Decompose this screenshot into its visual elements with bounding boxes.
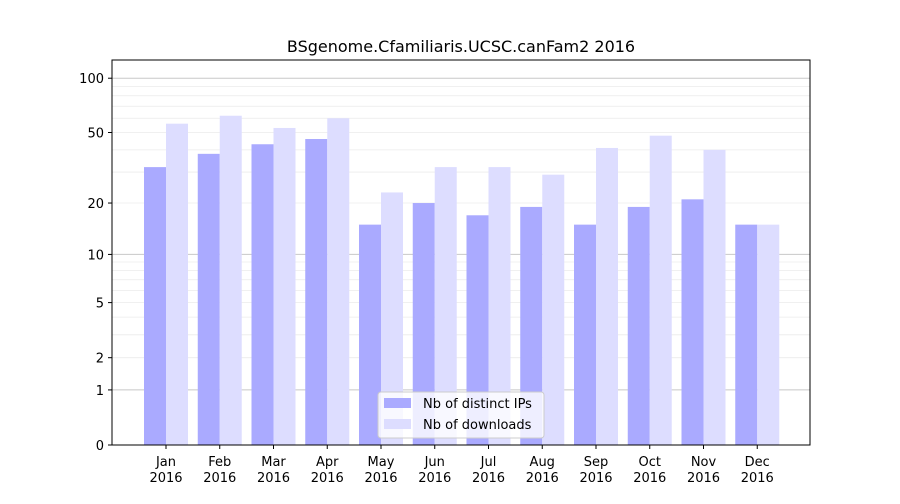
bar-ips bbox=[305, 139, 328, 445]
bar-downloads bbox=[273, 127, 296, 446]
legend-swatch bbox=[384, 419, 411, 429]
bar-downloads bbox=[219, 115, 242, 446]
bar-downloads bbox=[703, 149, 726, 446]
y-tick-label: 100 bbox=[79, 72, 104, 87]
x-tick-label: Jan 2016 bbox=[149, 455, 182, 486]
x-tick-label: Apr 2016 bbox=[311, 455, 344, 486]
bar-ips bbox=[251, 144, 274, 445]
bar-downloads bbox=[488, 167, 511, 446]
legend: Nb of distinct IPs Nb of downloads bbox=[377, 391, 545, 439]
x-tick-label: Nov 2016 bbox=[687, 455, 720, 486]
chart-title: BSgenome.Cfamiliaris.UCSC.canFam2 2016 bbox=[287, 37, 635, 56]
bar-downloads bbox=[434, 167, 457, 446]
x-tick-label: Mar 2016 bbox=[257, 455, 290, 486]
y-tick-label: 1 bbox=[96, 384, 104, 399]
x-tick-label: Sep 2016 bbox=[579, 455, 612, 486]
x-tick-label: Jun 2016 bbox=[418, 455, 451, 486]
bar-ips bbox=[197, 153, 220, 445]
bar-ips bbox=[466, 215, 489, 445]
legend-label: Nb of distinct IPs bbox=[423, 397, 532, 412]
y-tick-label: 0 bbox=[96, 439, 104, 454]
legend-label: Nb of downloads bbox=[423, 418, 532, 433]
bar-downloads bbox=[649, 135, 672, 445]
x-tick-label: May 2016 bbox=[364, 455, 397, 486]
plot-frame bbox=[111, 59, 811, 446]
bar-ips bbox=[627, 206, 650, 445]
y-tick-label: 10 bbox=[87, 248, 104, 263]
legend-swatch bbox=[384, 398, 411, 408]
x-tick-label: Jul 2016 bbox=[472, 455, 505, 486]
bar-downloads bbox=[596, 147, 618, 445]
bar-downloads bbox=[327, 118, 350, 445]
bar-ips bbox=[681, 199, 704, 445]
x-tick-label: Oct 2016 bbox=[633, 455, 666, 486]
y-tick-label: 2 bbox=[96, 352, 104, 367]
bar-ips bbox=[359, 224, 381, 445]
bar-ips bbox=[520, 206, 543, 445]
x-tick-label: Aug 2016 bbox=[526, 455, 559, 486]
bar-downloads bbox=[542, 174, 565, 445]
bar-ips bbox=[144, 167, 166, 446]
y-tick-label: 20 bbox=[87, 197, 104, 212]
bar-ips bbox=[412, 203, 435, 445]
x-tick-label: Feb 2016 bbox=[203, 455, 236, 486]
x-tick-label: Dec 2016 bbox=[741, 455, 774, 486]
bar-ips bbox=[735, 224, 758, 445]
y-tick-label: 50 bbox=[87, 127, 104, 142]
bar-downloads bbox=[381, 192, 403, 445]
bar-downloads bbox=[166, 123, 188, 446]
y-tick-label: 5 bbox=[96, 297, 104, 312]
bar-ips bbox=[574, 224, 596, 445]
bar-downloads bbox=[757, 224, 780, 445]
legend-box bbox=[377, 391, 545, 439]
